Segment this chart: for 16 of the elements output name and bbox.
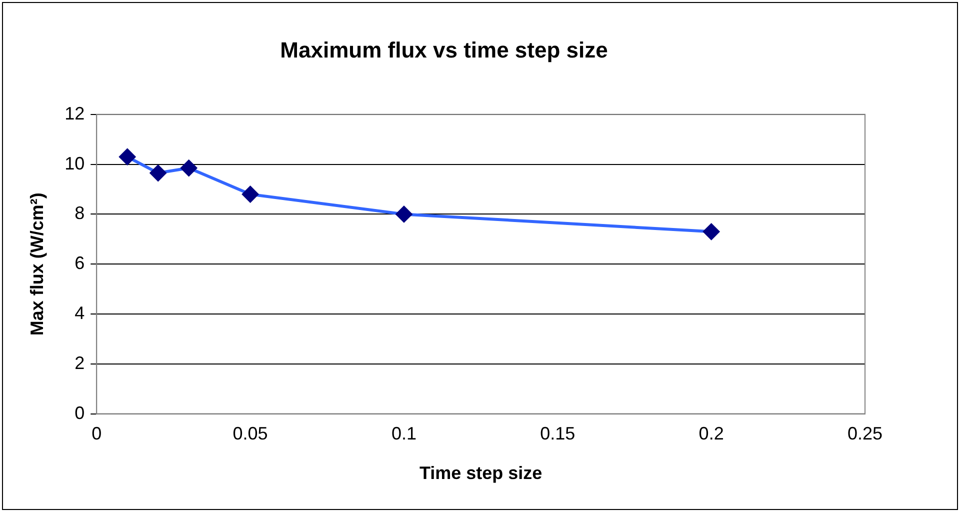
x-tick-label: 0.25 xyxy=(847,424,883,444)
x-tick-label: 0.15 xyxy=(540,424,576,444)
x-axis-title: Time step size xyxy=(419,463,542,484)
y-tick-label: 10 xyxy=(64,153,85,174)
chart-title: Maximum flux vs time step size xyxy=(280,37,608,62)
x-tick-label: 0.1 xyxy=(391,424,416,444)
y-tick-label: 2 xyxy=(74,352,85,373)
y-tick-label: 4 xyxy=(74,302,85,323)
y-tick-label: 12 xyxy=(64,103,85,124)
y-axis-title: Max flux (W/cm²) xyxy=(26,192,47,336)
y-tick-label: 0 xyxy=(74,402,85,423)
x-tick-label: 0.2 xyxy=(698,424,724,444)
y-tick-label: 6 xyxy=(74,253,85,274)
x-tick-label: 0 xyxy=(92,424,102,444)
y-tick-label: 8 xyxy=(74,203,85,224)
x-tick-label: 0.05 xyxy=(232,424,268,444)
